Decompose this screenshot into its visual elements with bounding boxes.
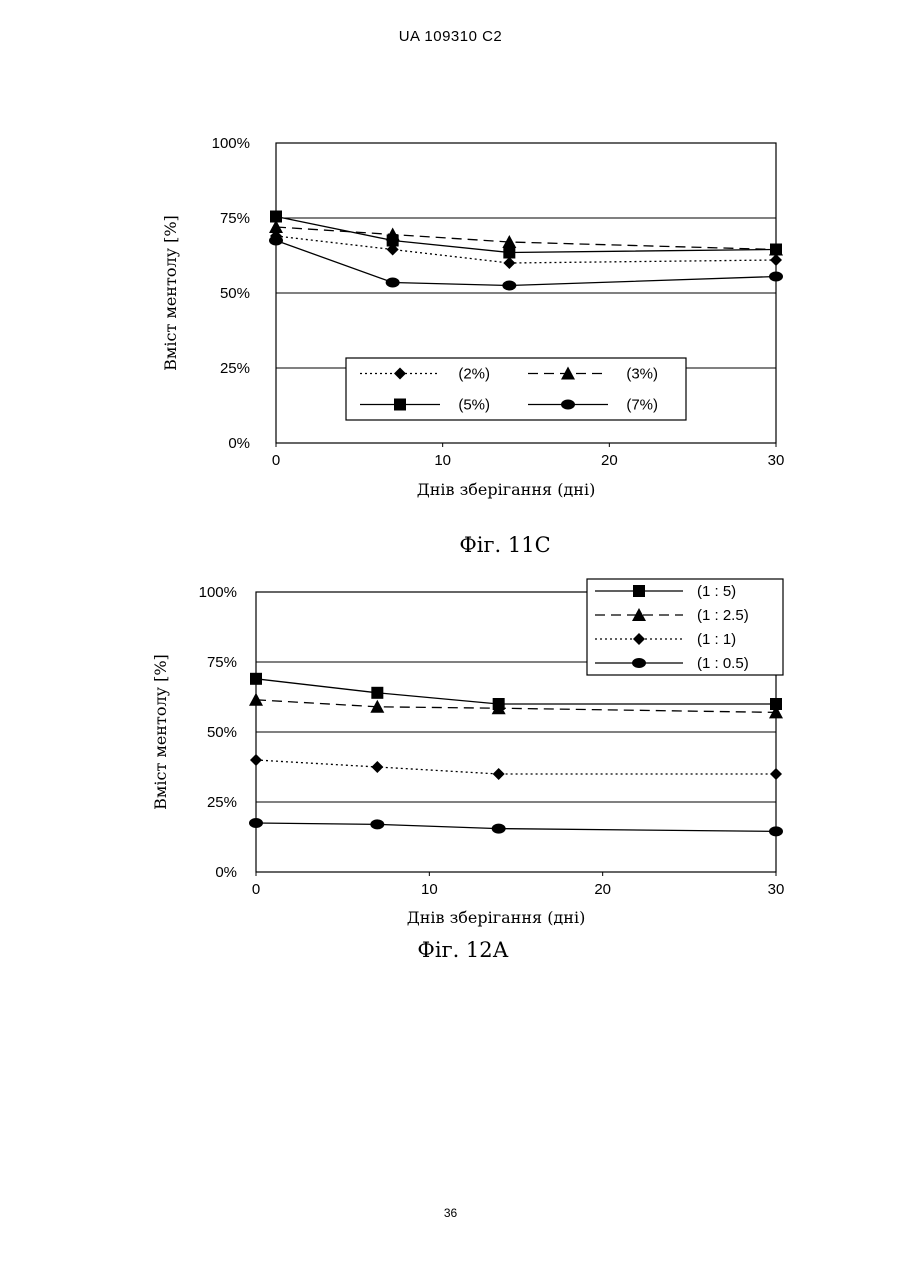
data-point (371, 687, 383, 699)
figure-caption: Фіг. 11С (459, 533, 550, 557)
data-point (249, 693, 263, 706)
series-line (256, 760, 776, 774)
series-line (256, 700, 776, 713)
legend-label: (1 : 5) (697, 583, 736, 600)
x-tick-label: 10 (434, 452, 451, 469)
legend-marker (633, 585, 645, 597)
data-point (502, 281, 516, 291)
x-tick-label: 30 (768, 452, 785, 469)
x-tick-label: 0 (272, 452, 280, 469)
legend-box (587, 579, 783, 675)
data-point (769, 272, 783, 282)
y-tick-label: 75% (207, 654, 237, 671)
data-point (770, 254, 782, 266)
legend-marker (632, 658, 646, 668)
data-point (770, 768, 782, 780)
data-point (503, 257, 515, 269)
data-point (250, 673, 262, 685)
legend-marker (561, 400, 575, 410)
y-tick-label: 100% (199, 584, 237, 601)
y-tick-label: 75% (220, 210, 250, 227)
series-line (276, 227, 776, 250)
data-point (492, 824, 506, 834)
data-point (770, 244, 782, 256)
data-point (249, 818, 263, 828)
data-point (769, 826, 783, 836)
legend-label: (7%) (626, 397, 658, 414)
data-point (250, 754, 262, 766)
legend-marker (394, 399, 406, 411)
chart-fig-11c: 0% 25% 50% 75% 100% 0 10 20 30 Вміст ментолу [%] Д… (0, 0, 901, 570)
legend-label: (3%) (626, 366, 658, 383)
series-line (276, 236, 776, 263)
data-point (270, 211, 282, 223)
data-point (493, 768, 505, 780)
series-line (256, 823, 776, 831)
legend-label: (5%) (458, 397, 490, 414)
legend-label: (1 : 1) (697, 631, 736, 648)
y-tick-label: 25% (220, 360, 250, 377)
legend-label: (1 : 2.5) (697, 607, 749, 624)
y-axis-label: Вміст ментолу [%] (151, 654, 170, 810)
x-tick-label: 20 (594, 881, 611, 898)
data-point (503, 247, 515, 259)
series-line (256, 679, 776, 704)
legend-label: (1 : 0.5) (697, 655, 749, 672)
data-point (386, 278, 400, 288)
y-tick-label: 0% (215, 864, 237, 881)
x-tick-label: 10 (421, 881, 438, 898)
x-tick-label: 30 (768, 881, 785, 898)
y-axis-label: Вміст ментолу [%] (161, 215, 180, 371)
x-axis-label: Днів зберігання (дні) (407, 908, 586, 927)
y-tick-label: 50% (207, 724, 237, 741)
figure-caption: Фіг. 12А (417, 938, 508, 962)
y-tick-label: 50% (220, 285, 250, 302)
x-tick-label: 20 (601, 452, 618, 469)
y-tick-label: 0% (228, 435, 250, 452)
legend-label: (2%) (458, 366, 490, 383)
data-point (387, 235, 399, 247)
chart-fig-12a: 0% 25% 50% 75% 100% 0 10 20 30 Вміст ментолу [%] Д… (0, 560, 901, 980)
page-number: 36 (0, 1206, 901, 1220)
data-point (269, 236, 283, 246)
y-tick-label: 25% (207, 794, 237, 811)
y-tick-label: 100% (212, 135, 250, 152)
data-point (371, 761, 383, 773)
x-tick-label: 0 (252, 881, 260, 898)
x-axis-label: Днів зберігання (дні) (417, 480, 596, 499)
data-point (370, 819, 384, 829)
